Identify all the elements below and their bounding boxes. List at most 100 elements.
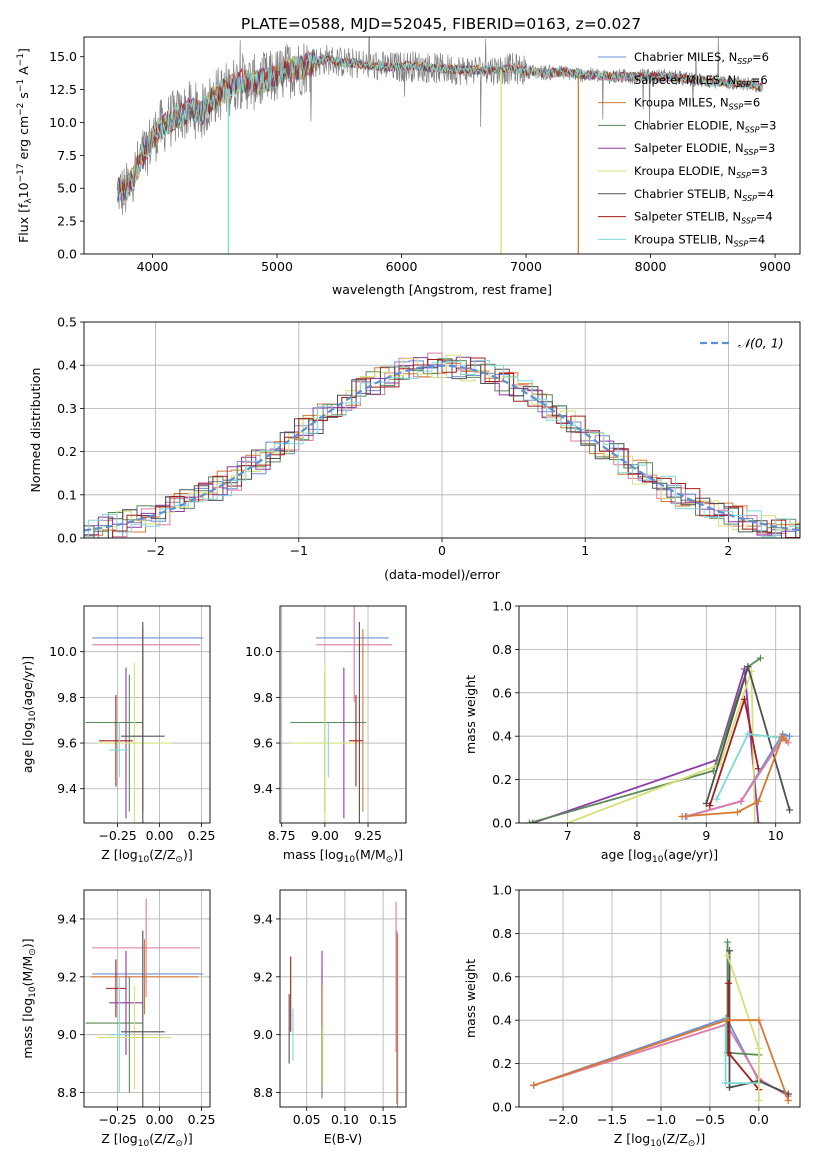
y-axis-label: mass weight bbox=[463, 675, 478, 754]
y-axis-label: age [log10(age/yr)] bbox=[20, 656, 38, 773]
weight-point-marker bbox=[782, 737, 790, 745]
y-tick-label: 9.2 bbox=[253, 969, 273, 984]
y-tick-label: 0.0 bbox=[57, 531, 77, 546]
label-part: −17 bbox=[16, 163, 26, 182]
legend-text: Kroupa ELODIE, N bbox=[634, 164, 736, 178]
weight-point-marker bbox=[751, 819, 759, 823]
weight-point-marker bbox=[724, 938, 732, 946]
y-tick-label: 9.4 bbox=[253, 911, 273, 926]
legend-label: Salpeter STELIB, NSSP=4 bbox=[634, 210, 773, 226]
legend-text: Kroupa STELIB, N bbox=[634, 232, 734, 246]
y-tick-label: 0.0 bbox=[492, 816, 512, 831]
weight-point-marker bbox=[755, 1096, 763, 1104]
y-tick-label: 1.0 bbox=[492, 883, 512, 898]
legend-tail: =4 bbox=[757, 187, 774, 201]
label-part: 10 bbox=[138, 1139, 150, 1149]
errorbar-plot-area bbox=[288, 901, 399, 1107]
x-tick-label: 7000 bbox=[510, 259, 542, 274]
errorbar-plot-area bbox=[85, 898, 204, 1107]
spectrum-panel: 4000 5000 6000 7000 8000 9000 0.0 2.5 5.0 7.5 10.0… bbox=[16, 36, 801, 297]
x-tick-label: 9.25 bbox=[354, 828, 382, 843]
y-tick-label: 5.0 bbox=[57, 181, 77, 196]
label-part: )] bbox=[183, 847, 193, 862]
x-tick-label: 0.05 bbox=[293, 1112, 321, 1127]
weight-point-marker bbox=[755, 1016, 763, 1024]
label-part: )] bbox=[695, 1131, 705, 1146]
y-tick-label: 0.6 bbox=[492, 685, 512, 700]
legend-subscript: SSP bbox=[737, 57, 752, 66]
label-part: erg cm bbox=[16, 116, 31, 164]
x-tick-label: 8.75 bbox=[268, 828, 296, 843]
label-part: Z [log bbox=[614, 1131, 650, 1146]
y-tick-label: 9.2 bbox=[57, 969, 77, 984]
legend-subscript: SSP bbox=[742, 194, 757, 203]
label-part: −2 bbox=[16, 103, 26, 116]
errorbar-plot-area bbox=[290, 606, 393, 823]
y-tick-label: 0.3 bbox=[57, 401, 77, 416]
legend-subscript: SSP bbox=[736, 171, 751, 180]
label-part: mass weight bbox=[463, 959, 478, 1038]
y-tick-label: 9.6 bbox=[57, 736, 77, 751]
weight-point-marker bbox=[734, 808, 742, 816]
weight-series-line bbox=[567, 670, 756, 823]
weight-point-marker bbox=[722, 1079, 730, 1087]
label-part: 10 bbox=[344, 855, 356, 865]
age-vs-metallicity-panel: −0.25 0.00 0.259.49.69.810.0Z [log10(Z/Z⊙)… bbox=[20, 605, 216, 865]
legend-label: Kroupa MILES, NSSP=6 bbox=[634, 96, 760, 112]
spectrum-plot-area bbox=[117, 37, 763, 254]
label-part: mass weight bbox=[463, 675, 478, 754]
label-part: age [log bbox=[601, 847, 652, 862]
axes-frame bbox=[83, 36, 801, 255]
weight-point-marker bbox=[756, 654, 764, 662]
weight-point-marker bbox=[713, 795, 721, 803]
x-tick-label: 0.25 bbox=[188, 1112, 216, 1127]
legend-text: Salpeter STELIB, N bbox=[634, 210, 741, 224]
label-part: 10 bbox=[28, 986, 38, 998]
weight-series-line bbox=[728, 950, 789, 1095]
x-tick-label: 0.10 bbox=[331, 1112, 359, 1127]
y-tick-label: 0.4 bbox=[492, 729, 512, 744]
weight-point-marker bbox=[786, 732, 794, 740]
label-part: mass [log bbox=[283, 847, 344, 862]
label-part: wavelength [Angstrom, rest frame] bbox=[332, 282, 552, 297]
y-axis-label: Flux [fλ10−17 erg cm−2 s−1 A−1] bbox=[16, 48, 34, 243]
weight-series-line bbox=[533, 1019, 790, 1101]
x-tick-label: 4000 bbox=[137, 259, 169, 274]
label-part: (Z/Z bbox=[149, 1131, 175, 1146]
weight-plot-area bbox=[530, 938, 792, 1104]
residual-histogram-panel: −2 −1 0 1 2 0.0 0.1 0.2 0.3 0.4 0.5 𝒩(0, 1) (data-mo… bbox=[28, 315, 801, 582]
y-tick-label: 10.0 bbox=[49, 115, 77, 130]
y-tick-label: 0.4 bbox=[57, 358, 77, 373]
x-tick-label: 8000 bbox=[635, 259, 667, 274]
weight-point-marker bbox=[724, 951, 732, 959]
legend-tail: =4 bbox=[756, 210, 773, 224]
weight-point-marker bbox=[784, 1096, 792, 1104]
weight-vs-metallicity-panel: −2.0 −1.5 −1.0 −0.5 0.0 0.0 0.2 0.4 0.6 0.8 1.0 Z [… bbox=[463, 883, 801, 1149]
x-tick-label: −1.0 bbox=[646, 1112, 676, 1127]
label-part: age [log bbox=[20, 722, 35, 773]
x-tick-label: 0.00 bbox=[146, 1112, 174, 1127]
x-axis-label: wavelength [Angstrom, rest frame] bbox=[332, 282, 552, 297]
legend-subscript: SSP bbox=[736, 80, 751, 89]
y-tick-label: 2.5 bbox=[57, 214, 77, 229]
weight-series-line bbox=[532, 668, 760, 823]
y-tick-label: 0.8 bbox=[492, 642, 512, 657]
x-axis-label: Z [log10(Z/Z⊙)] bbox=[614, 1131, 705, 1149]
y-tick-label: 8.8 bbox=[253, 1085, 273, 1100]
x-tick-label: 9 bbox=[702, 828, 710, 843]
legend-label: Chabrier ELODIE, NSSP=3 bbox=[634, 118, 776, 134]
weight-point-marker bbox=[726, 1083, 734, 1091]
axes-frame bbox=[83, 321, 801, 539]
label-part: (Z/Z bbox=[149, 847, 175, 862]
histogram-step bbox=[84, 358, 800, 537]
y-tick-label: 9.4 bbox=[253, 781, 273, 796]
x-tick-label: 1 bbox=[581, 543, 589, 558]
legend-label: Kroupa STELIB, NSSP=4 bbox=[634, 232, 765, 248]
y-tick-label: 0.0 bbox=[57, 247, 77, 262]
label-part: s bbox=[16, 92, 31, 103]
x-tick-label: 9.00 bbox=[311, 828, 339, 843]
x-axis-label: E(B-V) bbox=[324, 1131, 363, 1146]
legend-subscript: SSP bbox=[729, 103, 744, 112]
legend-tail: =4 bbox=[748, 232, 765, 246]
